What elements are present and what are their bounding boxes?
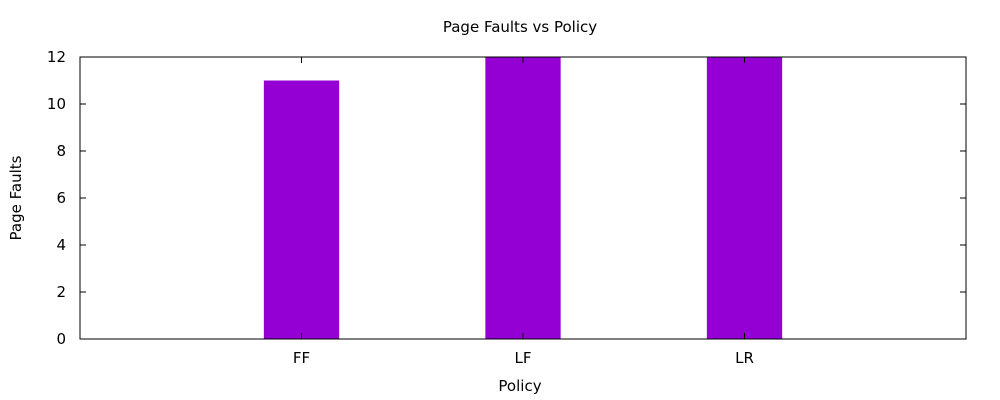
chart-title: Page Faults vs Policy	[443, 18, 597, 36]
x-tick-label-lr: LR	[735, 349, 754, 367]
x-tick-label-ff: FF	[293, 349, 310, 367]
y-tick-label: 8	[56, 142, 66, 160]
y-tick-label: 4	[56, 236, 66, 254]
ticks-layer: 0 2 4 6 8 10 12 FF LF LR	[47, 48, 966, 367]
bars-layer	[263, 57, 783, 339]
y-tick-label: 12	[47, 48, 66, 66]
y-tick-label: 6	[56, 189, 66, 207]
bar-lr	[706, 57, 783, 339]
bar-lf	[485, 57, 561, 339]
x-axis-label: Policy	[498, 377, 541, 395]
bar-ff	[263, 80, 340, 339]
y-tick-label: 0	[56, 330, 66, 348]
y-axis-label: Page Faults	[7, 155, 25, 240]
x-tick-label-lf: LF	[515, 349, 532, 367]
y-tick-label: 2	[56, 283, 66, 301]
y-tick-label: 10	[47, 95, 66, 113]
